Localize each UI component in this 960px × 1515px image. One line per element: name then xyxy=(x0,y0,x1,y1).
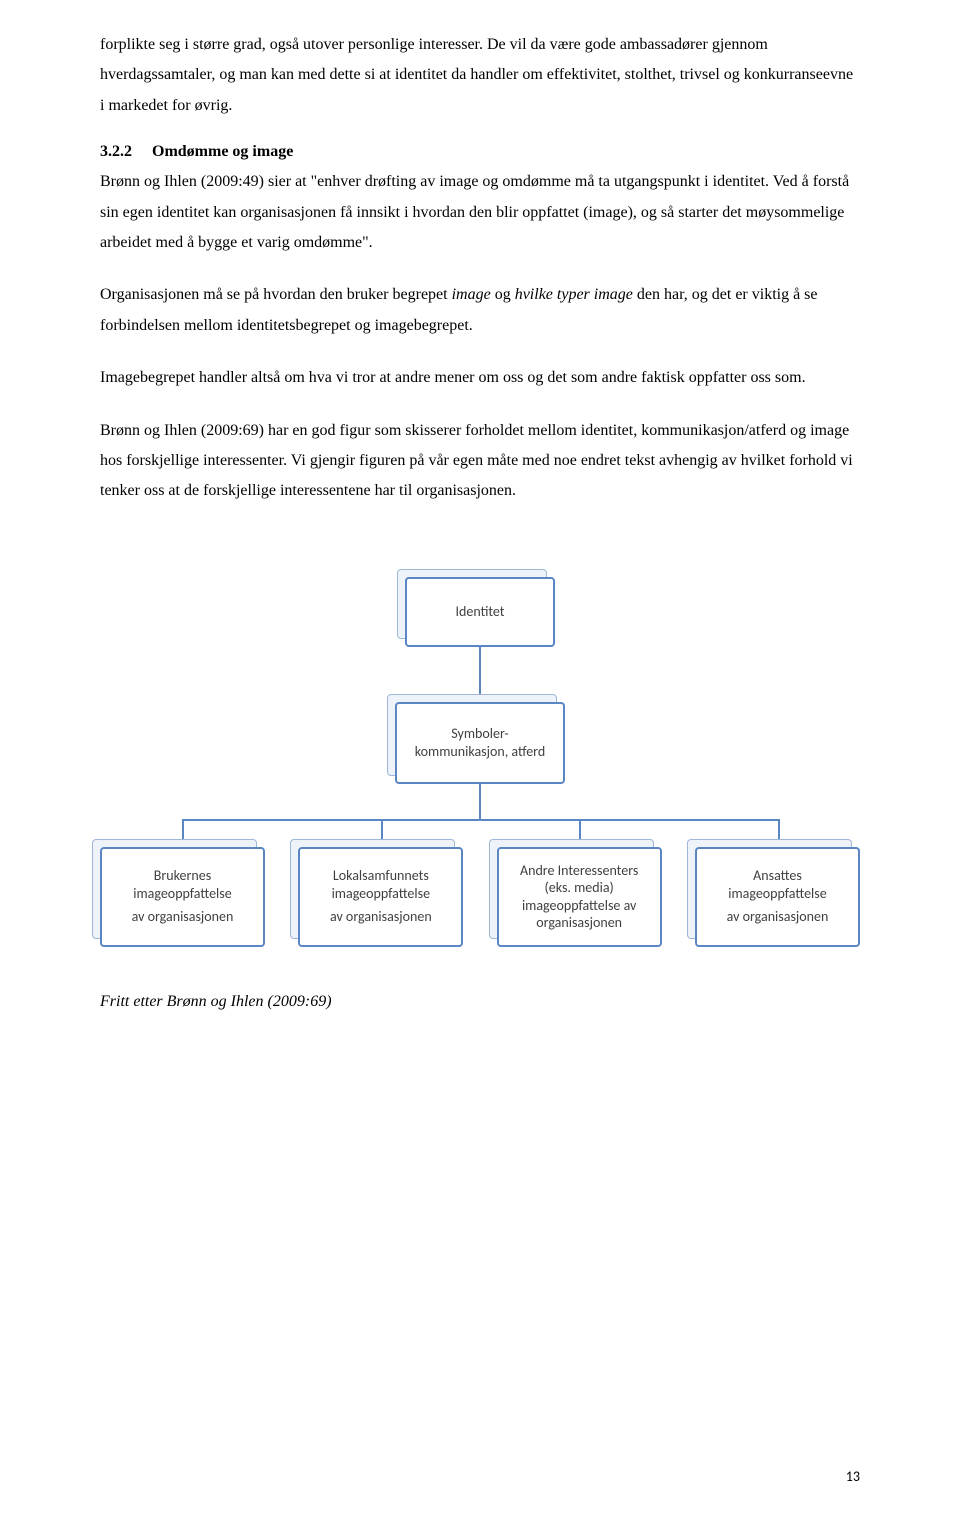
node-identitet-label: Identitet xyxy=(456,603,505,621)
p3-text-mid: og xyxy=(491,286,515,303)
section-3-2-2: 3.2.2 Omdømme og image Brønn og Ihlen (2… xyxy=(100,143,860,507)
node-andre-line1: Andre Interessenters (eks. media) imageo… xyxy=(509,862,650,932)
node-lokalsamfunnets-text: Lokalsamfunnets imageoppfattelse av orga… xyxy=(310,867,451,926)
node-andre-text: Andre Interessenters (eks. media) imageo… xyxy=(509,862,650,932)
node-lokalsamfunnets-wrap: Lokalsamfunnets imageoppfattelse av orga… xyxy=(298,847,463,947)
node-brukernes-line1: Brukernes imageoppfattelse xyxy=(112,867,253,902)
node-lokalsamfunnets: Lokalsamfunnets imageoppfattelse av orga… xyxy=(298,847,463,947)
diagram-tier-top: Identitet xyxy=(100,577,860,647)
node-symboler-wrap: Symboler-kommunikasjon, atferd xyxy=(395,702,565,784)
node-symboler: Symboler-kommunikasjon, atferd xyxy=(395,702,565,784)
org-tree-diagram: Identitet Symboler-kommunikasjon, atferd xyxy=(100,577,860,947)
paragraph-5: Brønn og Ihlen (2009:69) har en god figu… xyxy=(100,416,860,507)
diagram-tier-mid: Symboler-kommunikasjon, atferd xyxy=(100,702,860,784)
node-ansattes-wrap: Ansattes imageoppfattelse av organisasjo… xyxy=(695,847,860,947)
paragraph-1: forplikte seg i større grad, også utover… xyxy=(100,30,860,121)
heading-number: 3.2.2 xyxy=(100,143,148,161)
diagram-tier-bottom: Brukernes imageoppfattelse av organisasj… xyxy=(100,847,860,947)
node-identitet-wrap: Identitet xyxy=(405,577,555,647)
node-ansattes: Ansattes imageoppfattelse av organisasjo… xyxy=(695,847,860,947)
p3-italic-hvilke: hvilke typer image xyxy=(515,286,633,303)
page-number: 13 xyxy=(846,1468,860,1485)
heading-3-2-2: 3.2.2 Omdømme og image xyxy=(100,143,860,161)
node-ansattes-line2: av organisasjonen xyxy=(707,908,848,926)
diagram-inner: Identitet Symboler-kommunikasjon, atferd xyxy=(100,577,860,947)
paragraph-4: Imagebegrepet handler altså om hva vi tr… xyxy=(100,363,860,393)
figure-caption: Fritt etter Brønn og Ihlen (2009:69) xyxy=(100,987,860,1017)
connector-mid-h xyxy=(479,784,481,819)
connector-horizontal xyxy=(182,819,778,821)
node-lokalsamfunnets-line2: av organisasjonen xyxy=(310,908,451,926)
node-symboler-label: Symboler-kommunikasjon, atferd xyxy=(407,725,553,760)
p3-text-before: Organisasjonen må se på hvordan den bruk… xyxy=(100,286,452,303)
heading-title: Omdømme og image xyxy=(152,143,293,160)
paragraph-3: Organisasjonen må se på hvordan den bruk… xyxy=(100,280,860,341)
node-brukernes-wrap: Brukernes imageoppfattelse av organisasj… xyxy=(100,847,265,947)
node-brukernes: Brukernes imageoppfattelse av organisasj… xyxy=(100,847,265,947)
node-andre: Andre Interessenters (eks. media) imageo… xyxy=(497,847,662,947)
node-ansattes-text: Ansattes imageoppfattelse av organisasjo… xyxy=(707,867,848,926)
node-brukernes-line2: av organisasjonen xyxy=(112,908,253,926)
paragraph-2: Brønn og Ihlen (2009:49) sier at "enhver… xyxy=(100,167,860,258)
page-content: forplikte seg i større grad, også utover… xyxy=(0,0,960,1079)
node-lokalsamfunnets-line1: Lokalsamfunnets imageoppfattelse xyxy=(310,867,451,902)
node-identitet: Identitet xyxy=(405,577,555,647)
node-ansattes-line1: Ansattes imageoppfattelse xyxy=(707,867,848,902)
p3-italic-image: image xyxy=(452,286,491,303)
node-andre-wrap: Andre Interessenters (eks. media) imageo… xyxy=(497,847,662,947)
node-brukernes-text: Brukernes imageoppfattelse av organisasj… xyxy=(112,867,253,926)
